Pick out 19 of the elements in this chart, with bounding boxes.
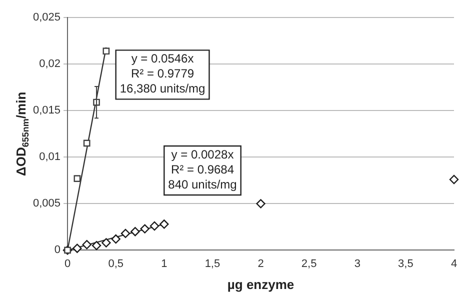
y-tick-label: 0,01 — [39, 151, 61, 164]
x-tick-label: 0 — [64, 258, 71, 270]
x-tick-label: 3,5 — [398, 258, 414, 270]
y-tick-label: 0,025 — [32, 12, 61, 24]
x-tick-label: 1 — [161, 258, 168, 270]
x-tick-label: 2 — [258, 258, 264, 270]
x-axis-title: µg enzyme — [227, 276, 294, 292]
y-tick-label: 0,015 — [32, 104, 61, 117]
y-tick-label: 0 — [54, 244, 61, 256]
annotation: y = 0.0028x R² = 0.9684 840 units/mg — [168, 147, 237, 192]
x-tick-label: 1,5 — [204, 258, 220, 270]
x-tick-label: 0,5 — [108, 258, 124, 270]
x-tick-label: 4 — [450, 258, 458, 270]
annotation: y = 0.0546x R² = 0.9779 16,380 units/mg — [120, 51, 206, 96]
y-axis-title: ΔOD655nm/min — [14, 92, 30, 176]
y-tick-label: 0,005 — [32, 198, 61, 210]
y-tick-label: 0,02 — [39, 58, 61, 70]
x-tick-label: 3 — [354, 258, 360, 270]
x-tick-label: 2,5 — [301, 258, 317, 270]
